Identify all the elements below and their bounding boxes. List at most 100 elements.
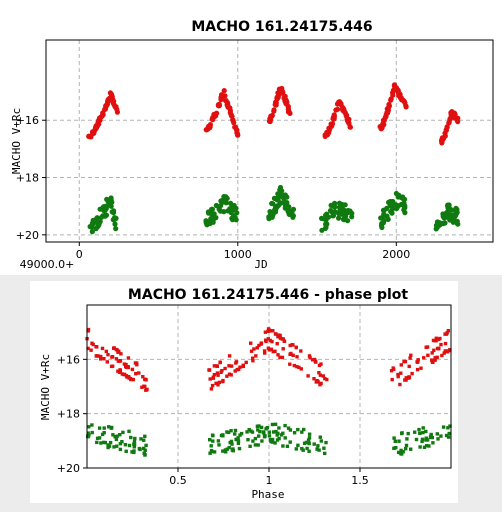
- data-point: [227, 354, 232, 358]
- y-tick-label: +16: [57, 353, 80, 366]
- data-point: [131, 377, 135, 382]
- data-point: [418, 431, 422, 435]
- phase-plot-panel: MACHO 161.24175.446 - phase plot +16 +18 +…: [30, 281, 458, 503]
- data-point: [302, 427, 306, 432]
- data-point: [251, 439, 255, 443]
- data-point: [245, 430, 249, 434]
- y-tick-label: +20: [57, 462, 80, 475]
- data-point: [272, 207, 278, 213]
- data-point: [276, 431, 280, 435]
- data-point: [270, 339, 274, 344]
- data-point: [128, 377, 133, 381]
- data-point: [290, 343, 294, 347]
- data-point: [447, 431, 451, 436]
- data-point: [237, 446, 242, 451]
- data-point: [393, 439, 397, 443]
- data-point: [294, 345, 298, 349]
- data-point: [321, 374, 325, 378]
- data-point: [258, 430, 262, 434]
- data-point: [216, 383, 220, 387]
- lightcurve-chart: MACHO 161.24175.446 +16+18+20 0 1000 2000 …: [10, 19, 494, 271]
- data-point: [210, 433, 215, 437]
- data-point: [92, 218, 98, 225]
- data-point: [251, 356, 255, 360]
- data-point: [225, 447, 229, 451]
- data-point: [271, 108, 277, 114]
- data-point: [286, 426, 291, 430]
- data-point: [208, 451, 212, 455]
- lightcurve-panel: MACHO 161.24175.446 +16 +18 +20 0 1000 2000 …: [0, 0, 502, 275]
- data-point: [103, 212, 109, 218]
- data-point: [89, 222, 95, 228]
- data-point: [428, 435, 433, 439]
- data-point: [300, 430, 304, 434]
- data-point: [225, 374, 229, 378]
- data-point: [249, 349, 254, 353]
- data-point: [349, 214, 355, 220]
- data-point: [312, 442, 316, 446]
- data-point: [100, 346, 105, 351]
- data-point: [221, 88, 227, 94]
- x-tick-label: 1: [266, 474, 273, 487]
- data-point: [297, 365, 301, 370]
- data-point: [119, 352, 123, 356]
- data-point: [316, 444, 320, 448]
- data-point: [291, 353, 295, 357]
- data-point: [236, 441, 241, 445]
- data-point: [232, 124, 239, 130]
- data-point: [209, 206, 215, 212]
- data-point: [99, 441, 103, 445]
- data-point: [212, 450, 217, 454]
- data-point: [295, 355, 299, 359]
- data-point: [426, 438, 430, 442]
- data-point: [264, 338, 268, 342]
- data-point: [223, 448, 228, 452]
- data-point: [416, 358, 420, 362]
- data-point: [418, 445, 422, 449]
- data-point: [143, 434, 147, 438]
- data-point: [230, 117, 236, 124]
- data-point: [223, 200, 229, 206]
- data-point: [255, 346, 259, 350]
- data-point: [306, 438, 311, 442]
- data-point: [409, 447, 413, 451]
- data-point: [108, 203, 114, 209]
- data-point: [444, 124, 450, 130]
- data-point: [221, 378, 225, 383]
- data-point: [114, 437, 119, 442]
- data-point: [115, 444, 119, 448]
- data-point: [317, 371, 321, 375]
- data-point: [229, 429, 233, 433]
- data-point: [144, 443, 148, 448]
- data-point: [399, 451, 403, 456]
- data-point: [440, 353, 444, 358]
- data-point: [212, 364, 217, 368]
- data-point: [107, 425, 111, 429]
- data-point: [218, 203, 224, 209]
- y-axis-label: MACHO V+Rc: [39, 354, 52, 420]
- data-point: [400, 196, 406, 202]
- data-point: [392, 446, 396, 450]
- data-point: [132, 443, 137, 447]
- data-point: [118, 433, 122, 437]
- data-point: [267, 430, 271, 434]
- data-point: [420, 439, 424, 444]
- data-point: [225, 430, 229, 434]
- data-point: [134, 372, 138, 376]
- data-point: [273, 349, 277, 353]
- data-point: [262, 349, 267, 353]
- data-point: [433, 358, 437, 362]
- data-point: [221, 449, 225, 453]
- data-point: [249, 341, 253, 345]
- data-point: [260, 439, 264, 443]
- data-point: [435, 432, 439, 436]
- data-point: [106, 443, 110, 447]
- data-point: [217, 443, 221, 447]
- data-point: [282, 93, 288, 99]
- data-point: [292, 431, 297, 435]
- data-point: [318, 435, 322, 439]
- data-point: [86, 327, 91, 332]
- data-point: [393, 85, 400, 91]
- data-point: [388, 209, 394, 215]
- data-point: [389, 369, 394, 373]
